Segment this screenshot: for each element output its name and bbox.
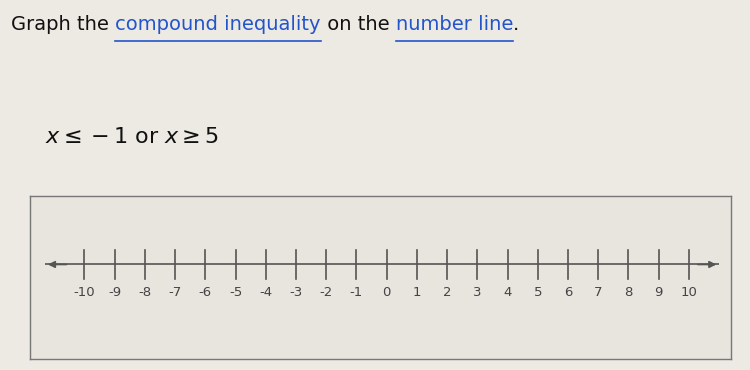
Text: 10: 10 [680,286,698,299]
Text: -8: -8 [138,286,152,299]
Text: -9: -9 [108,286,122,299]
Text: 2: 2 [442,286,452,299]
Text: -10: -10 [74,286,95,299]
Text: 9: 9 [655,286,663,299]
Text: 4: 4 [503,286,512,299]
Text: number line: number line [396,15,513,34]
Text: -2: -2 [320,286,333,299]
Text: -5: -5 [229,286,242,299]
Text: -6: -6 [199,286,212,299]
Text: .: . [513,15,519,34]
Text: -1: -1 [350,286,363,299]
Text: -3: -3 [290,286,302,299]
Text: 6: 6 [564,286,572,299]
Text: on the: on the [321,15,396,34]
Text: -7: -7 [169,286,182,299]
Text: compound inequality: compound inequality [116,15,321,34]
Text: 3: 3 [473,286,482,299]
Text: -4: -4 [260,286,272,299]
Text: 5: 5 [533,286,542,299]
Text: 7: 7 [594,286,602,299]
Text: 8: 8 [624,286,633,299]
Text: $x\leq-1$ or $x\geq5$: $x\leq-1$ or $x\geq5$ [45,127,219,147]
Text: 0: 0 [382,286,391,299]
Text: 1: 1 [413,286,422,299]
Text: Graph the: Graph the [11,15,116,34]
